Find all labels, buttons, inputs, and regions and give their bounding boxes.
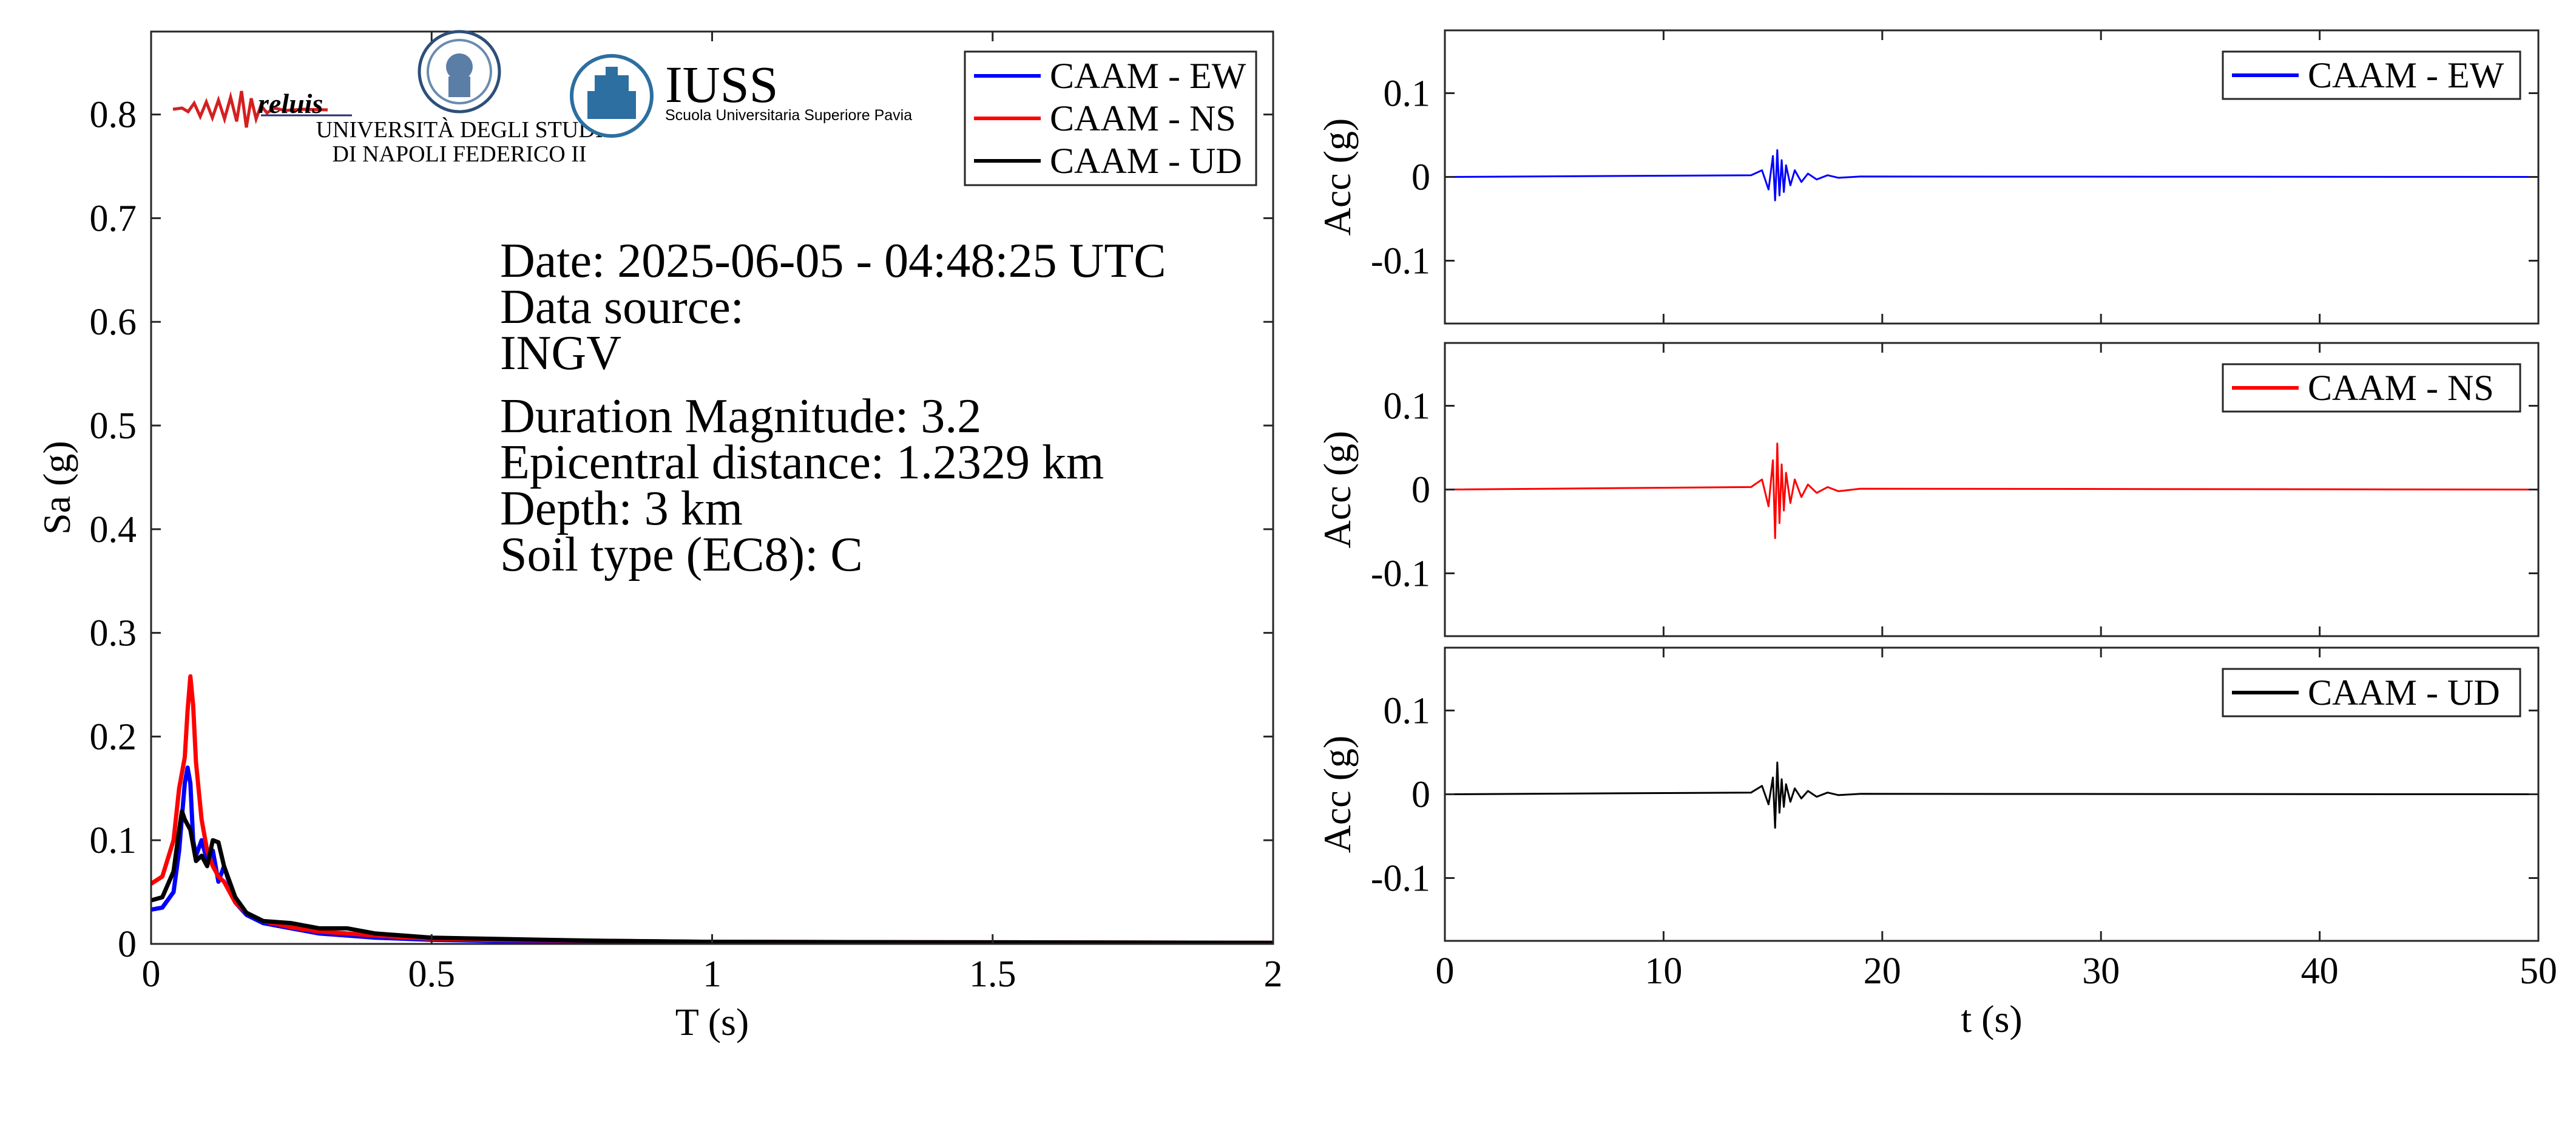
legend: CAAM - NS (2222, 363, 2521, 413)
y-tick-label: 0 (1411, 775, 1430, 816)
x-tick-label: 0.5 (408, 954, 456, 995)
series-line-caam-ud (1445, 761, 2538, 829)
y-tick-label: 0.3 (90, 613, 137, 654)
y-tick-label: 0.7 (90, 198, 137, 239)
y-tick-label: 0 (118, 924, 137, 965)
iuss-title: IUSS (665, 55, 778, 114)
x-tick-label: 2 (1264, 954, 1283, 995)
x-tick-label: 10 (1645, 951, 1682, 992)
info-magnitude: Duration Magnitude: 3.2 (500, 390, 981, 443)
ew-accelerogram: -0.1 0 0.1 Acc (g) CAAM - EW (1316, 29, 2540, 325)
y-axis-label: Sa (g) (35, 441, 78, 535)
info-distance: Epicentral distance: 1.2329 km (500, 436, 1104, 489)
y-axis-label: Acc (g) (1316, 431, 1359, 549)
info-source: INGV (500, 327, 621, 380)
y-tick-label: 0.5 (90, 405, 137, 447)
legend-entry: CAAM - NS (1050, 98, 1236, 138)
y-tick-label: 0 (1411, 157, 1430, 198)
reluis-wave-graphic (172, 90, 328, 128)
legend-entry: CAAM - NS (2308, 368, 2494, 408)
y-tick-label: -0.1 (1371, 858, 1430, 900)
y-tick-label: 0.1 (1384, 691, 1431, 732)
legend-entry: CAAM - UD (1050, 141, 1242, 181)
y-axis-label: Acc (g) (1316, 736, 1359, 853)
legend-entry: CAAM - EW (1050, 56, 1246, 96)
unina-line1: UNIVERSITÀ DEGLI STUDI (316, 117, 603, 143)
info-source-label: Data source: (500, 280, 744, 334)
legend-entry: CAAM - EW (2308, 55, 2504, 95)
series-line-caam-ew (1445, 149, 2538, 202)
info-soil: Soil type (EC8): C (500, 528, 863, 582)
legend-entry: CAAM - UD (2308, 673, 2500, 713)
unina-line2: DI NAPOLI FEDERICO II (332, 141, 586, 167)
x-tick-label: 20 (1864, 951, 1901, 992)
legend: CAAM - UD (2222, 668, 2521, 717)
info-depth: Depth: 3 km (500, 482, 743, 535)
ns-accelerogram: -0.1 0 0.1 Acc (g) CAAM - NS (1316, 342, 2540, 637)
y-tick-label: -0.1 (1371, 241, 1430, 282)
y-tick-label: 0.4 (90, 509, 137, 551)
x-tick-label: 0 (1436, 951, 1455, 992)
iuss-subtitle: Scuola Universitaria Superiore Pavia (665, 107, 912, 124)
x-axis-label: t (s) (1961, 997, 2022, 1040)
ud-accelerogram: 0 10 20 30 40 50 -0.1 0 0.1 t (s) Acc (g) CAAM - UD (1316, 646, 2557, 1040)
y-tick-label: 0.1 (1384, 386, 1431, 427)
y-tick-label: 0.8 (90, 95, 137, 136)
info-date: Date: 2025-06-05 - 04:48:25 UTC (500, 234, 1166, 288)
y-axis-label: Acc (g) (1316, 118, 1359, 236)
x-tick-label: 1 (703, 954, 722, 995)
iuss-logo: IUSS Scuola Universitaria Superiore Pavi… (570, 54, 912, 138)
event-info: Date: 2025-06-05 - 04:48:25 UTC Data sou… (500, 234, 1166, 582)
series-line-caam-ns (1445, 443, 2538, 539)
x-tick-label: 0 (142, 954, 161, 995)
y-tick-label: -0.1 (1371, 554, 1430, 595)
y-tick-label: 0.1 (90, 820, 137, 861)
spectrum-chart: 0 0.5 1 1.5 2 0 0.1 0.2 0.3 0.4 0.5 0.6 0.7 0.8 T (s) S… (35, 30, 1283, 1043)
x-axis-label: T (s) (675, 1000, 749, 1043)
x-tick-label: 30 (2082, 951, 2120, 992)
reluis-logo: reluis (172, 88, 352, 128)
reluis-logo-text: reluis (258, 88, 323, 119)
series-line-caam-ud (151, 809, 1273, 944)
x-tick-label: 1.5 (969, 954, 1016, 995)
y-tick-label: 0.6 (90, 302, 137, 343)
y-tick-label: 0 (1411, 470, 1430, 511)
y-tick-label: 0.2 (90, 716, 137, 758)
legend: CAAM - EW (2222, 50, 2521, 100)
x-tick-label: 40 (2301, 951, 2339, 992)
y-tick-label: 0.1 (1384, 73, 1431, 115)
x-tick-label: 50 (2520, 951, 2557, 992)
unina-logo: UNIVERSITÀ DEGLI STUDI DI NAPOLI FEDERIC… (316, 30, 603, 167)
